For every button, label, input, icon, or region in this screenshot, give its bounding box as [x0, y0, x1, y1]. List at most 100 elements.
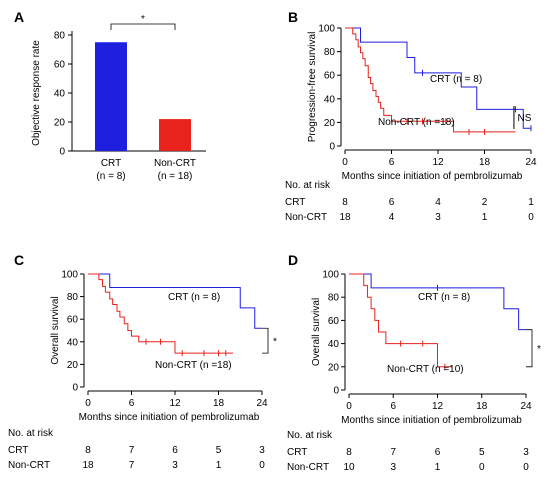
y-tick-label: 80	[324, 47, 336, 58]
x-tick-label: 18	[213, 398, 225, 409]
x-category-label: Non-CRT	[154, 158, 196, 169]
significance-marker: *	[141, 14, 145, 25]
risk-count: 8	[85, 445, 91, 456]
risk-count: 0	[259, 460, 265, 471]
y-axis-label: Objective response rate	[31, 40, 42, 146]
risk-count: 7	[129, 445, 135, 456]
comparison-bracket	[526, 329, 533, 368]
x-axis-label: Months since initiation of pembrolizumab	[79, 412, 260, 423]
x-tick-label: 12	[432, 401, 444, 412]
panel-letter-D: D	[288, 252, 298, 268]
curve-label-crt: CRT (n = 8)	[168, 292, 220, 303]
y-tick-label: 100	[61, 270, 78, 281]
risk-count: 0	[479, 462, 485, 473]
survival-curve-crt	[349, 273, 526, 331]
risk-count: 0	[528, 212, 534, 223]
risk-count: 3	[259, 445, 265, 456]
y-tick-label: 100	[322, 270, 339, 281]
comparison-bracket	[262, 327, 269, 354]
x-axis-label: Months since initiation of pembrolizumab	[341, 415, 522, 426]
y-tick-label: 20	[54, 118, 66, 129]
risk-count: 7	[390, 447, 396, 458]
risk-row-label: Non-CRT	[287, 462, 329, 473]
significance-bracket	[110, 23, 176, 30]
y-axis-label: Overall survival	[311, 298, 322, 366]
survival-curve-noncrt	[88, 273, 233, 354]
x-tick-label: 0	[346, 401, 352, 412]
risk-count: 0	[523, 462, 529, 473]
y-tick-label: 20	[324, 118, 336, 129]
significance-annotation: NS	[518, 113, 532, 124]
risk-count: 3	[523, 447, 529, 458]
risk-count: 5	[479, 447, 485, 458]
y-tick-label: 40	[67, 337, 79, 348]
curve-label-noncrt: Non-CRT (n =10)	[387, 364, 464, 375]
risk-count: 1	[216, 460, 222, 471]
risk-row-label: Non-CRT	[8, 460, 50, 471]
x-tick-label: 6	[389, 157, 395, 168]
y-tick-label: 0	[59, 147, 65, 158]
risk-row-label: CRT	[285, 197, 305, 208]
risk-count: 18	[339, 212, 351, 223]
risk-count: 1	[528, 197, 534, 208]
y-axis-label: Overall survival	[50, 296, 61, 364]
y-tick-label: 40	[324, 94, 336, 105]
risk-row-label: CRT	[8, 445, 28, 456]
x-tick-label: 12	[169, 398, 181, 409]
survival-curve-noncrt	[345, 27, 516, 133]
curve-label-crt: CRT (n = 8)	[418, 292, 470, 303]
x-tick-label: 18	[479, 157, 491, 168]
risk-count: 8	[342, 197, 348, 208]
risk-count: 1	[435, 462, 441, 473]
y-tick-label: 0	[72, 383, 78, 394]
y-tick-label: 0	[329, 142, 335, 153]
x-tick-label: 18	[476, 401, 488, 412]
panel-letter-A: A	[14, 9, 24, 25]
bar-non-crt	[159, 119, 191, 151]
risk-table-title: No. at risk	[287, 430, 333, 441]
risk-count: 3	[390, 462, 396, 473]
y-axis-label: Progression-free survival	[307, 32, 318, 143]
y-tick-label: 80	[54, 31, 66, 42]
panel-letter-C: C	[14, 252, 24, 268]
y-tick-label: 60	[328, 316, 340, 327]
risk-count: 6	[172, 445, 178, 456]
x-category-label: CRT	[101, 158, 121, 169]
risk-count: 6	[435, 447, 441, 458]
risk-count: 18	[82, 460, 94, 471]
panel-A: A 0 20 40 60 80 Objective response rate CRT (n =…	[14, 9, 206, 182]
risk-count: 1	[482, 212, 488, 223]
y-tick-label: 100	[318, 24, 335, 35]
curve-label-crt: CRT (n = 8)	[430, 74, 482, 85]
risk-count: 3	[172, 460, 178, 471]
panel-letter-B: B	[288, 9, 298, 25]
risk-count: 4	[435, 197, 441, 208]
risk-table-title: No. at risk	[285, 180, 331, 191]
x-tick-label: 24	[525, 157, 537, 168]
x-tick-label: 0	[85, 398, 91, 409]
curve-label-noncrt: Non-CRT (n =18)	[378, 117, 455, 128]
y-tick-label: 20	[328, 362, 340, 373]
x-tick-label: 6	[129, 398, 135, 409]
y-tick-label: 60	[324, 71, 336, 82]
y-tick-label: 60	[67, 315, 79, 326]
risk-table-title: No. at risk	[8, 428, 54, 439]
bar-crt	[95, 42, 127, 151]
x-tick-label: 6	[390, 401, 396, 412]
risk-row-label: CRT	[287, 447, 307, 458]
y-tick-label: 80	[67, 292, 79, 303]
survival-curve-noncrt	[349, 273, 453, 368]
risk-count: 7	[129, 460, 135, 471]
risk-count: 2	[482, 197, 488, 208]
curve-label-noncrt: Non-CRT (n =18)	[155, 360, 232, 371]
risk-count: 8	[346, 447, 352, 458]
risk-count: 3	[435, 212, 441, 223]
x-category-sublabel: (n = 18)	[158, 171, 193, 182]
survival-curve-crt	[88, 273, 262, 329]
risk-count: 6	[389, 197, 395, 208]
y-tick-label: 40	[328, 339, 340, 350]
risk-count: 4	[389, 212, 395, 223]
